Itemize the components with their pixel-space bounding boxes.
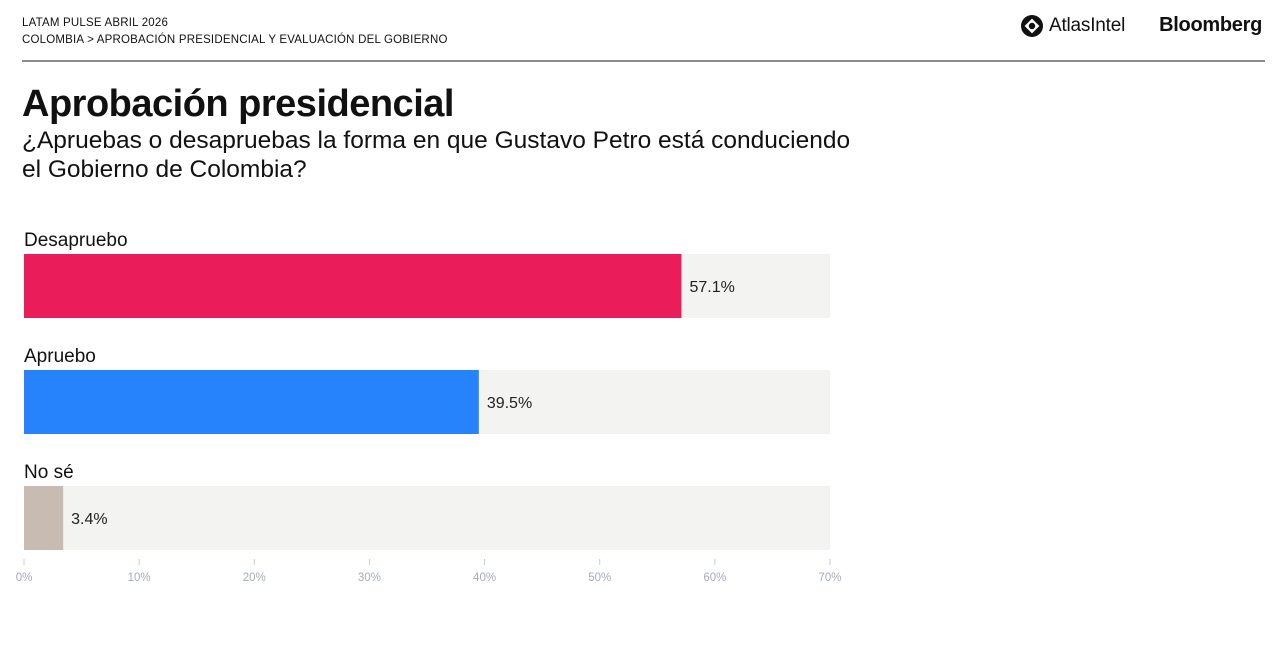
bloomberg-wordmark: Bloomberg <box>1159 14 1262 36</box>
header-divider <box>22 60 1265 62</box>
bar <box>24 370 479 434</box>
x-tick-label: 20% <box>243 572 266 584</box>
bar-track <box>24 486 830 550</box>
kicker-line-1: LATAM PULSE ABRIL 2026 <box>22 17 169 29</box>
chart-title: Aprobación presidencial <box>22 83 454 125</box>
bar-value-label: 57.1% <box>689 279 734 296</box>
x-tick-label: 0% <box>16 572 33 584</box>
x-tick-label: 60% <box>703 572 726 584</box>
kicker-line-2: COLOMBIA > APROBACIÓN PRESIDENCIAL Y EVA… <box>22 34 448 46</box>
category-label: No sé <box>24 462 74 483</box>
brand-logos: AtlasIntel Bloomberg <box>1020 14 1262 37</box>
x-tick-label: 40% <box>473 572 496 584</box>
category-label: Desapruebo <box>24 230 128 251</box>
bar-value-label: 39.5% <box>487 395 532 412</box>
bar <box>24 254 682 318</box>
bar <box>24 486 64 550</box>
x-tick-label: 30% <box>358 572 381 584</box>
atlasintel-wordmark: AtlasIntel <box>1048 14 1126 36</box>
atlasintel-logo-icon <box>1020 14 1043 37</box>
bar-value-label: 3.4% <box>71 511 107 528</box>
category-label: Apruebo <box>24 346 96 367</box>
chart-subtitle: ¿Apruebas o desapruebas la forma en que … <box>22 127 851 183</box>
x-tick-label: 50% <box>588 572 611 584</box>
x-tick-label: 70% <box>818 572 841 584</box>
x-tick-label: 10% <box>128 572 151 584</box>
header-kicker: LATAM PULSE ABRIL 2026 COLOMBIA > APROBA… <box>22 15 448 49</box>
atlasintel-logo: AtlasIntel <box>1020 14 1126 37</box>
